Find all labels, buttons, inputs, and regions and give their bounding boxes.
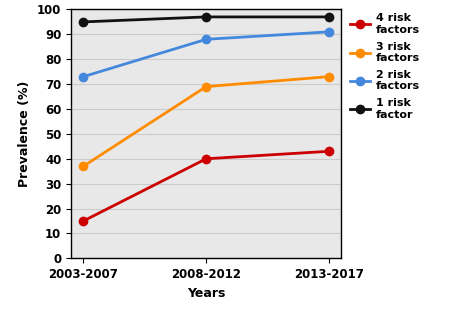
2 risk
factors [81, 75, 86, 78]
Line: 4 risk
factors: 4 risk factors [79, 147, 333, 225]
2 risk
factors [326, 30, 332, 34]
Line: 3 risk
factors: 3 risk factors [79, 72, 333, 170]
3 risk
factors [203, 85, 209, 89]
4 risk
factors [203, 157, 209, 161]
4 risk
factors [326, 149, 332, 153]
X-axis label: Years: Years [187, 287, 225, 300]
1 risk
factor [81, 20, 86, 24]
2 risk
factors [203, 37, 209, 41]
3 risk
factors [81, 164, 86, 168]
3 risk
factors [326, 75, 332, 78]
Line: 2 risk
factors: 2 risk factors [79, 28, 333, 81]
Legend: 4 risk
factors, 3 risk
factors, 2 risk
factors, 1 risk
factor: 4 risk factors, 3 risk factors, 2 risk f… [347, 10, 423, 123]
1 risk
factor [203, 15, 209, 19]
4 risk
factors [81, 219, 86, 223]
Y-axis label: Prevalence (%): Prevalence (%) [18, 81, 31, 187]
1 risk
factor [326, 15, 332, 19]
Line: 1 risk
factor: 1 risk factor [79, 13, 333, 26]
